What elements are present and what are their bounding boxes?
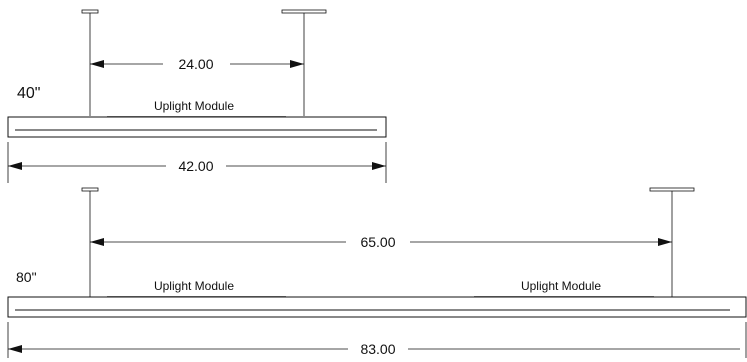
spacing-dimension-80: 65.00 — [90, 234, 672, 250]
suspension-cable-right — [281, 9, 327, 116]
module-label: Uplight Module — [521, 279, 601, 293]
length-dimension-80: 83.00 — [7, 322, 747, 358]
fixture-body-40 — [7, 116, 387, 138]
suspension-cable-left — [81, 9, 99, 116]
fixture-size-label-40: 40" — [17, 85, 40, 102]
spacing-label-40: 24.00 — [178, 56, 213, 72]
spacing-label-80: 65.00 — [360, 234, 395, 250]
spacing-dimension-40: 24.00 — [90, 56, 304, 72]
fixture-size-label-80: 80" — [16, 269, 37, 285]
module-label: Uplight Module — [154, 99, 234, 113]
suspension-cable-left — [81, 187, 99, 297]
fixture-body-80 — [7, 296, 747, 318]
length-dimension-40: 42.00 — [7, 142, 387, 183]
suspension-cable-right — [649, 187, 695, 297]
fixture-40: 24.00 40" Uplight Module 42.00 — [7, 9, 387, 183]
length-label-80: 83.00 — [360, 341, 395, 357]
length-label-40: 42.00 — [178, 158, 213, 174]
module-label: Uplight Module — [154, 279, 234, 293]
fixture-80: 65.00 80" Uplight Module Uplight Module … — [7, 187, 747, 358]
